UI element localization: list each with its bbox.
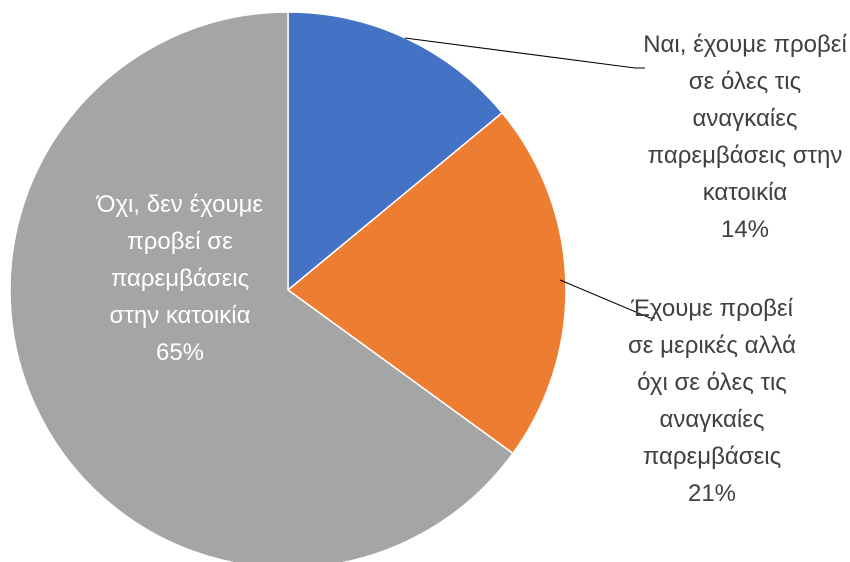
value-label: 65% <box>155 339 205 366</box>
slice <box>286 111 567 455</box>
leader-line <box>559 279 655 319</box>
value-label: 14% <box>720 216 770 243</box>
slice-label: Όχι, δεν έχουμε προβεί σε παρεμβάσεις στ… <box>92 186 268 371</box>
slices <box>9 11 567 562</box>
slice-label: Ναι, έχουμε προβεί σε όλες τις αναγκαίες… <box>640 26 850 248</box>
category-label: Έχουμε προβεί σε μερικές αλλά όχι σε όλε… <box>627 295 796 470</box>
slice-label: Έχουμε προβεί σε μερικές αλλά όχι σε όλε… <box>620 290 804 512</box>
value-label: 21% <box>687 480 737 507</box>
leader-line <box>404 37 645 69</box>
slice <box>9 11 514 562</box>
category-label: Όχι, δεν έχουμε προβεί σε παρεμβάσεις στ… <box>96 191 264 329</box>
category-label: Ναι, έχουμε προβεί σε όλες τις αναγκαίες… <box>643 31 847 206</box>
